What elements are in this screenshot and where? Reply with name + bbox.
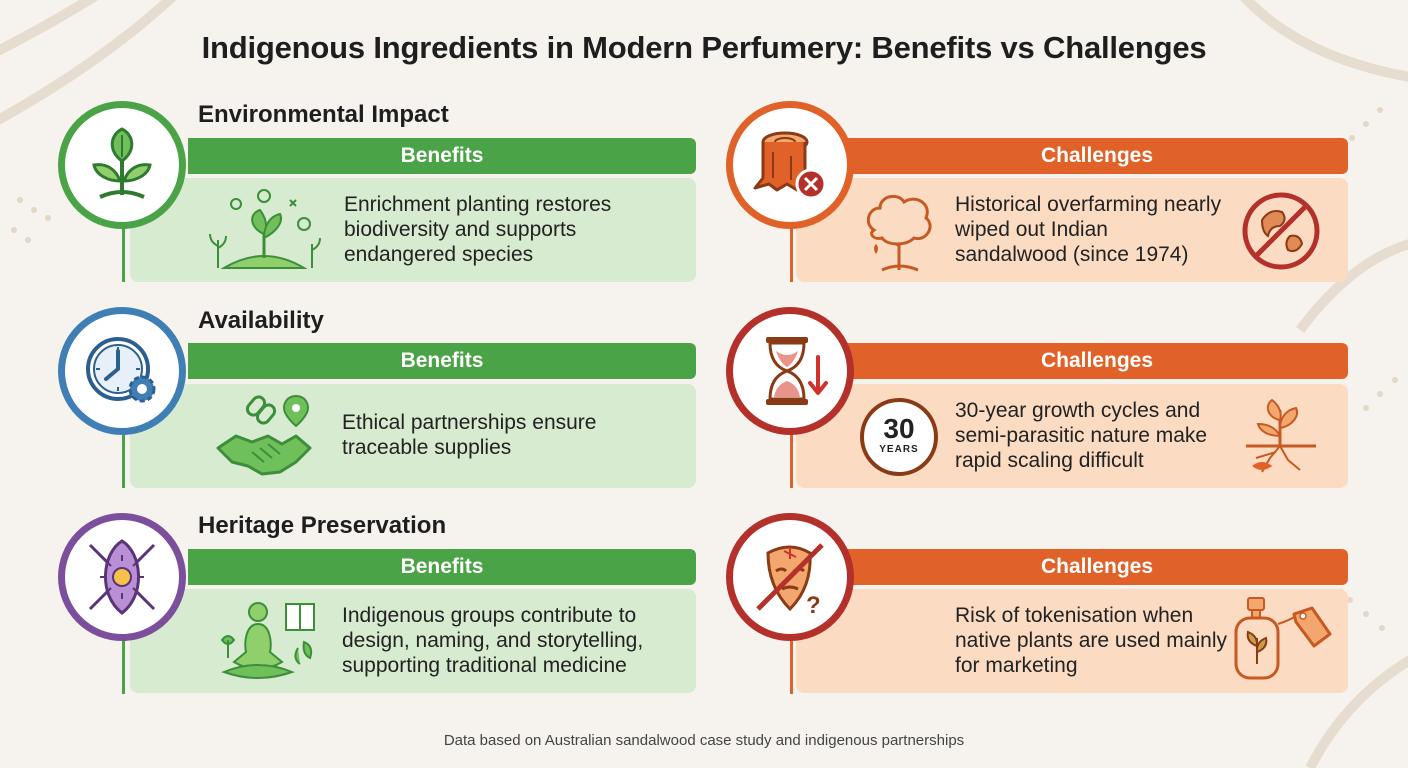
benefits-header: Benefits xyxy=(188,343,696,379)
connector-line xyxy=(790,406,793,488)
meditation-book-icon xyxy=(220,602,315,679)
benefits-text: Ethical partnerships ensure traceable su… xyxy=(342,411,597,459)
connector-line xyxy=(122,612,125,694)
challenges-text: 30-year growth cycles and semi-parasitic… xyxy=(955,399,1208,472)
section-title-heritage-preservation: Heritage Preservation xyxy=(198,512,447,539)
growth-cycle-circle xyxy=(726,307,854,435)
shield-spears-icon xyxy=(88,539,156,615)
root-plant-icon xyxy=(1246,398,1316,473)
handshake-chain-icon xyxy=(216,394,312,476)
challenges-header: Challenges xyxy=(846,138,1348,174)
challenges-header: Challenges xyxy=(846,549,1348,585)
overfarming-circle xyxy=(726,101,854,229)
environment-circle xyxy=(58,101,186,229)
connector-line xyxy=(790,612,793,694)
thirty-years-badge: 30 YEARS xyxy=(860,398,938,476)
svg-text:?: ? xyxy=(806,592,821,619)
footer-note: Data based on Australian sandalwood case… xyxy=(443,732,965,749)
tree-icon xyxy=(866,194,932,272)
clock-gear-icon xyxy=(86,337,156,403)
tree-stump-icon xyxy=(753,131,827,200)
benefits-text: Indigenous groups contribute to design, … xyxy=(342,604,644,677)
benefits-header: Benefits xyxy=(188,138,696,174)
prohibited-earth-icon xyxy=(1242,192,1320,270)
availability-circle xyxy=(58,307,186,435)
challenges-header: Challenges xyxy=(846,343,1348,379)
connector-line xyxy=(790,200,793,282)
mask-prohibited-icon: ? xyxy=(756,543,824,619)
heritage-circle xyxy=(58,513,186,641)
years-badge-label: YEARS xyxy=(879,444,919,455)
benefits-text: Enrichment planting restores biodiversit… xyxy=(344,193,612,266)
connector-line xyxy=(122,200,125,282)
plant-sprout-icon xyxy=(92,127,152,199)
section-title-environmental-impact: Environmental Impact xyxy=(198,101,449,128)
section-title-availability: Availability xyxy=(198,307,324,334)
years-badge-number: 30 xyxy=(883,413,915,444)
benefits-header: Benefits xyxy=(188,549,696,585)
hourglass-icon xyxy=(766,337,828,405)
page-title: Indigenous Ingredients in Modern Perfume… xyxy=(201,30,1207,65)
challenges-text: Risk of tokenisation when native plants … xyxy=(955,604,1227,677)
connector-line xyxy=(122,406,125,488)
biodiversity-plants-icon xyxy=(209,189,321,269)
perfume-bottle-tag-icon xyxy=(1234,597,1332,680)
challenges-text: Historical overfarming nearly wiped out … xyxy=(955,193,1222,266)
tokenisation-circle: ? xyxy=(726,513,854,641)
benefits-card xyxy=(130,384,696,488)
benefits-card xyxy=(130,178,696,282)
